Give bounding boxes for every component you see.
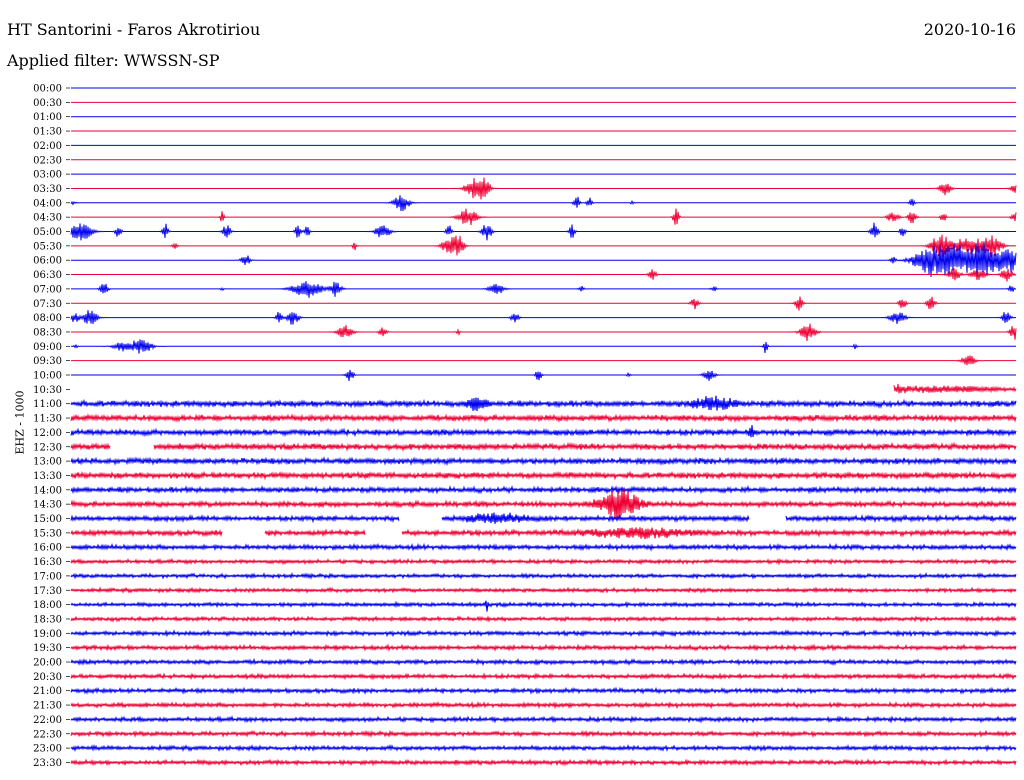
trace-line xyxy=(70,489,1017,521)
trace-line xyxy=(70,425,1017,438)
trace-line xyxy=(71,296,1016,311)
time-tick-label: 10:30 xyxy=(33,385,62,396)
time-tick-label: 08:30 xyxy=(33,327,62,338)
time-tick-label: 15:00 xyxy=(33,514,62,525)
station-title: HT Santorini - Faros Akrotiriou xyxy=(7,20,261,39)
trace-line xyxy=(71,234,1017,258)
trace-line xyxy=(70,557,1017,566)
time-tick-label: 21:30 xyxy=(33,701,62,712)
time-tick-label: 11:30 xyxy=(33,414,62,425)
trace-line xyxy=(71,281,1017,298)
time-tick-label: 15:30 xyxy=(33,528,62,539)
time-tick-label: 05:00 xyxy=(33,227,62,238)
trace-line xyxy=(70,310,1017,325)
time-tick-label: 09:30 xyxy=(33,356,62,367)
trace-line xyxy=(70,700,1017,710)
trace-line xyxy=(70,195,1016,212)
time-tick-label: 03:30 xyxy=(33,184,62,195)
time-tick-label: 11:00 xyxy=(33,399,62,410)
trace-line xyxy=(70,672,1017,681)
trace-line xyxy=(70,715,1017,724)
time-tick-label: 18:00 xyxy=(33,600,62,611)
trace-line xyxy=(71,323,1017,341)
trace-line xyxy=(70,615,1017,623)
time-tick-label: 06:30 xyxy=(33,270,62,281)
time-tick-label: 12:00 xyxy=(33,428,62,439)
time-tick-label: 00:30 xyxy=(33,98,62,109)
trace-line xyxy=(71,242,1017,279)
time-tick-label: 04:30 xyxy=(33,213,62,224)
time-tick-label: 22:30 xyxy=(33,729,62,740)
time-tick-label: 00:00 xyxy=(33,84,62,95)
trace-line xyxy=(71,208,1017,226)
time-tick-label: 09:00 xyxy=(33,342,62,353)
time-tick-label: 17:00 xyxy=(33,571,62,582)
time-tick-label: 23:00 xyxy=(33,744,62,755)
time-tick-label: 21:00 xyxy=(33,686,62,697)
trace-line xyxy=(71,369,1016,382)
trace-line xyxy=(70,729,1017,739)
trace-line xyxy=(71,355,1016,366)
trace-line xyxy=(70,527,1017,540)
trace-line xyxy=(70,456,1017,467)
time-tick-label: 10:00 xyxy=(33,371,62,382)
trace-line xyxy=(70,222,1016,241)
trace-line xyxy=(70,542,1017,552)
time-tick-label: 17:30 xyxy=(33,586,62,597)
time-tick-label: 05:30 xyxy=(33,241,62,252)
time-tick-label: 22:00 xyxy=(33,715,62,726)
time-tick-label: 14:00 xyxy=(33,485,62,496)
time-tick-label: 14:30 xyxy=(33,500,62,511)
trace-line xyxy=(70,600,1017,612)
record-date: 2020-10-16 xyxy=(923,20,1016,39)
trace-line xyxy=(70,686,1017,695)
time-tick-label: 04:00 xyxy=(33,198,62,209)
time-tick-label: 07:30 xyxy=(33,299,62,310)
trace-line xyxy=(70,339,1016,354)
time-tick-label: 08:00 xyxy=(33,313,62,324)
trace-line xyxy=(70,743,1017,753)
time-tick-label: 16:00 xyxy=(33,543,62,554)
trace-line xyxy=(71,177,1017,200)
trace-line xyxy=(70,572,1017,580)
time-tick-label: 03:00 xyxy=(33,170,62,181)
trace-line xyxy=(70,395,1017,412)
time-tick-label: 13:30 xyxy=(33,471,62,482)
filter-label: Applied filter: WWSSN-SP xyxy=(7,51,220,70)
time-tick-label: 19:00 xyxy=(33,629,62,640)
time-tick-label: 23:30 xyxy=(33,758,62,769)
time-tick-label: 20:30 xyxy=(33,672,62,683)
trace-line xyxy=(70,586,1017,594)
trace-line xyxy=(70,657,1017,667)
trace-line xyxy=(70,441,1017,452)
trace-line xyxy=(70,643,1017,652)
time-tick-label: 19:30 xyxy=(33,643,62,654)
time-tick-label: 07:00 xyxy=(33,284,62,295)
trace-line xyxy=(893,383,1017,394)
time-tick-label: 02:30 xyxy=(33,155,62,166)
trace-line xyxy=(70,470,1017,481)
trace-line xyxy=(70,512,1017,524)
time-tick-label: 06:00 xyxy=(33,256,62,267)
trace-line xyxy=(70,413,1017,424)
trace-line xyxy=(70,629,1017,638)
time-tick-label: 16:30 xyxy=(33,557,62,568)
time-tick-label: 02:00 xyxy=(33,141,62,152)
trace-line xyxy=(71,268,1017,282)
time-tick-label: 01:30 xyxy=(33,127,62,138)
time-tick-label: 13:00 xyxy=(33,457,62,468)
time-tick-label: 01:00 xyxy=(33,112,62,123)
time-tick-label: 20:00 xyxy=(33,658,62,669)
trace-line xyxy=(70,484,1017,495)
trace-line xyxy=(70,758,1017,767)
time-tick-label: 18:30 xyxy=(33,614,62,625)
time-tick-label: 12:30 xyxy=(33,442,62,453)
